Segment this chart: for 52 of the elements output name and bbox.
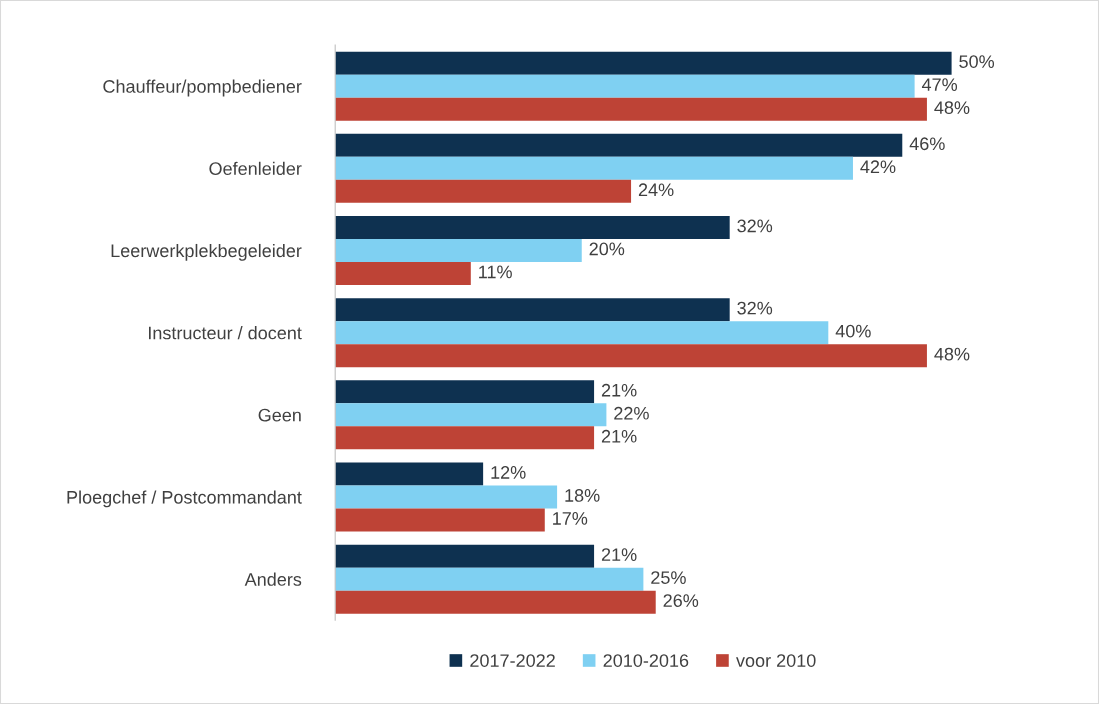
bar	[335, 403, 607, 427]
bar	[335, 179, 632, 203]
y-tick-label: Ploegchef / Postcommandant	[67, 490, 302, 508]
data-label: 12%	[491, 466, 526, 479]
bar	[335, 261, 471, 285]
data-label: 20%	[589, 242, 625, 256]
bar	[335, 380, 595, 404]
data-label: 26%	[663, 594, 699, 607]
data-label: 24%	[638, 183, 674, 197]
data-label: 21%	[601, 383, 637, 397]
bar	[335, 97, 927, 121]
bar	[335, 215, 730, 239]
data-label: 40%	[835, 324, 871, 338]
bar	[335, 485, 558, 509]
data-label: 21%	[601, 548, 637, 561]
bar	[335, 298, 730, 322]
bar	[335, 74, 915, 98]
y-tick-label: Chauffeur/pompbediener	[103, 79, 302, 97]
data-label: 32%	[737, 219, 773, 233]
bar	[335, 590, 656, 614]
data-label: 22%	[614, 406, 649, 420]
bar	[335, 51, 952, 75]
bar	[335, 344, 927, 368]
data-label: 48%	[934, 347, 970, 361]
y-tick-label: Oefenleider	[209, 161, 302, 176]
bar	[335, 133, 903, 157]
legend-label: 2010-2016	[603, 654, 689, 667]
data-label: 18%	[565, 489, 600, 502]
bar	[335, 321, 829, 345]
data-label: 46%	[909, 137, 945, 151]
bar	[335, 508, 545, 532]
data-label: 17%	[553, 512, 588, 525]
bar	[335, 426, 595, 450]
data-label: 47%	[921, 78, 958, 91]
y-tick-label: Geen	[258, 408, 301, 422]
y-tick-label: Instructeur / docent	[148, 326, 302, 340]
bar	[335, 156, 853, 180]
bar	[335, 462, 484, 486]
data-label: 25%	[651, 571, 686, 584]
bar	[335, 544, 595, 568]
data-label: 11%	[479, 265, 512, 279]
y-tick-label: Anders	[244, 572, 302, 586]
legend-label: 2017-2022	[470, 654, 555, 667]
data-label: 50%	[959, 55, 995, 68]
bar	[335, 567, 644, 591]
data-label: 48%	[934, 101, 970, 114]
data-label: 32%	[737, 301, 773, 315]
bar	[335, 238, 582, 262]
data-label: 42%	[860, 160, 896, 174]
y-tick-label: Leerwerkplekbegeleider	[111, 243, 302, 261]
data-label: 21%	[601, 429, 637, 443]
legend-label: voor 2010	[736, 654, 816, 667]
